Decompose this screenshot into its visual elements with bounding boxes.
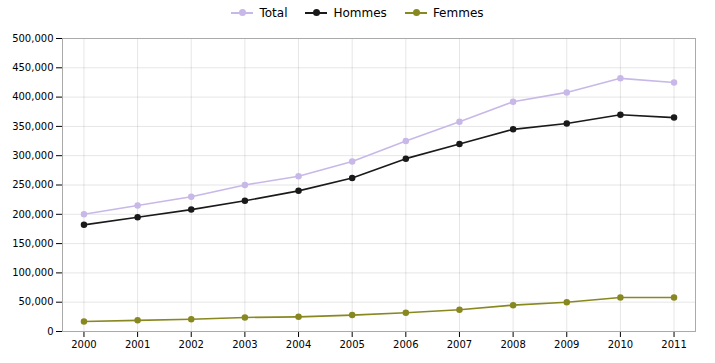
svg-text:150,000: 150,000 (12, 238, 53, 249)
svg-text:2007: 2007 (447, 339, 472, 350)
svg-text:350,000: 350,000 (12, 121, 53, 132)
svg-text:2004: 2004 (286, 339, 311, 350)
svg-text:2003: 2003 (232, 339, 257, 350)
svg-text:500,000: 500,000 (12, 33, 53, 44)
svg-text:2000: 2000 (71, 339, 96, 350)
svg-text:100,000: 100,000 (12, 267, 53, 278)
html-text:Hommes: Hommes (333, 6, 387, 20)
svg-text:2011: 2011 (661, 339, 686, 350)
svg-text:250,000: 250,000 (12, 179, 53, 190)
svg-text:2005: 2005 (339, 339, 364, 350)
svg-text:0: 0 (47, 326, 53, 337)
svg-text:2006: 2006 (393, 339, 418, 350)
svg-text:2010: 2010 (608, 339, 633, 350)
svg-text:300,000: 300,000 (12, 150, 53, 161)
svg-text:2008: 2008 (500, 339, 525, 350)
svg-text:50,000: 50,000 (19, 296, 54, 307)
svg-text:2002: 2002 (179, 339, 204, 350)
svg-text:400,000: 400,000 (12, 91, 53, 102)
html-text:Total: Total (259, 6, 288, 20)
svg-text:2009: 2009 (554, 339, 579, 350)
svg-text:450,000: 450,000 (12, 62, 53, 73)
svg-text:2001: 2001 (125, 339, 150, 350)
html-text:Femmes: Femmes (432, 6, 484, 20)
svg-text:200,000: 200,000 (12, 209, 53, 220)
